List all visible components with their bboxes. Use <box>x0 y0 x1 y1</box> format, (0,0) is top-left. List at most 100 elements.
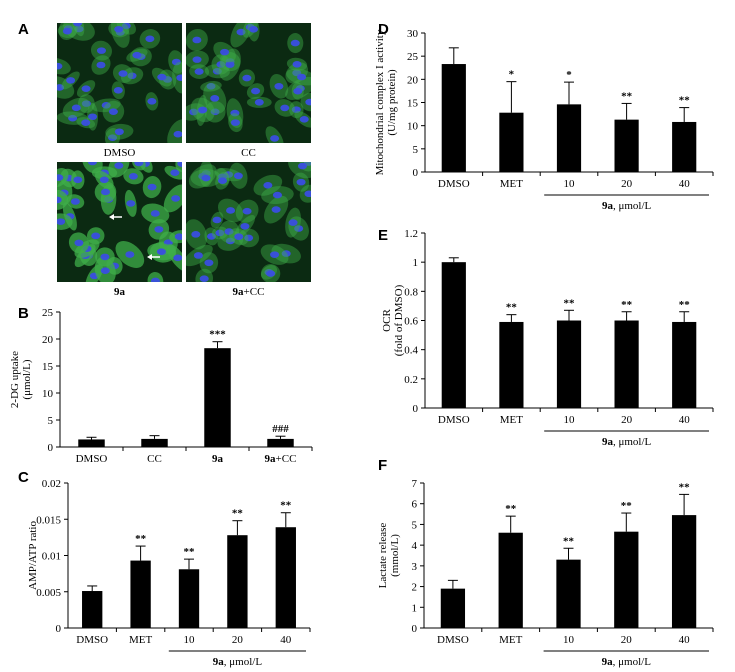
x-category-label: 20 <box>621 178 633 190</box>
y-axis-label: (mmol/L) <box>389 534 401 577</box>
x-category-label: DMSO <box>437 634 469 646</box>
x-category-label: 20 <box>621 634 633 646</box>
y-tick-label: 0.4 <box>404 345 418 357</box>
y-tick-label: 20 <box>42 334 54 346</box>
significance-label: ** <box>621 500 633 512</box>
y-tick-label: 0 <box>412 623 418 635</box>
bar <box>227 535 248 628</box>
chart-panel-b: B 0 5 10 15 20 25 2-DG uptake (μmol/L) DMSO CC 9a **… <box>9 305 313 465</box>
group-label: 9a, μmol/L <box>602 200 652 212</box>
significance-label: ### <box>272 423 289 435</box>
x-category-label: 9a <box>212 453 224 465</box>
micrograph-label: 9a+CC <box>233 286 265 298</box>
bar <box>614 119 639 172</box>
y-tick-label: 2 <box>412 582 418 594</box>
bar <box>440 588 466 628</box>
group-label: 9a, μmol/L <box>602 656 652 668</box>
y-tick-label: 1.2 <box>404 228 418 240</box>
bar <box>556 559 581 628</box>
x-category-label: 10 <box>563 634 575 646</box>
chart-panel-c: C 0 0.005 0.01 0.015 0.02 AMP/ATP ratio DMSO MET… <box>18 469 311 668</box>
micrograph-image <box>57 23 182 143</box>
y-tick-label: 0.015 <box>36 514 61 526</box>
significance-label: ** <box>506 302 518 314</box>
bar <box>671 515 697 628</box>
x-category-label: 40 <box>679 178 691 190</box>
micrograph-image <box>186 162 311 282</box>
micrograph-image <box>57 162 182 282</box>
y-tick-label: 30 <box>407 28 419 40</box>
y-tick-label: 20 <box>407 74 419 86</box>
chart-panel-f: F 0 1 2 3 4 5 6 7 Lactate release (mmol/L) DMSO MET *… <box>377 457 714 668</box>
y-tick-label: 0.02 <box>42 478 61 490</box>
group-label: 9a, μmol/L <box>213 656 263 668</box>
bar <box>499 321 524 408</box>
chart-panel-e: E 0 0.2 0.4 0.6 0.8 1 1.2 OCR (fold of DMSO) DMSO M… <box>378 227 714 448</box>
significance-label: ** <box>679 481 691 493</box>
bar <box>267 438 294 447</box>
x-category-label: 20 <box>621 414 633 426</box>
y-tick-label: 5 <box>413 144 419 156</box>
group-label: 9a, μmol/L <box>602 436 652 448</box>
y-tick-label: 1 <box>412 602 418 614</box>
panel-a-letter: A <box>18 21 29 38</box>
x-category-label: DMSO <box>76 453 108 465</box>
y-tick-label: 10 <box>407 121 419 133</box>
y-tick-label: 4 <box>412 540 418 552</box>
significance-label: ** <box>184 546 196 558</box>
x-category-label: DMSO <box>76 634 108 646</box>
y-tick-label: 7 <box>412 478 418 490</box>
panel-letter: C <box>18 469 29 486</box>
arrow-icon <box>147 254 160 260</box>
panel-letter: F <box>378 457 387 474</box>
x-category-label: DMSO <box>438 414 470 426</box>
x-category-label: 10 <box>184 634 196 646</box>
y-axis-label: 2-DG uptake <box>9 351 21 408</box>
bar <box>672 321 697 408</box>
x-category-label: 9a+CC <box>265 453 297 465</box>
y-tick-label: 0.6 <box>404 316 418 328</box>
bar <box>204 348 231 447</box>
x-category-label: 40 <box>679 634 691 646</box>
bar <box>78 439 105 447</box>
y-tick-label: 6 <box>412 499 418 511</box>
y-tick-label: 0.8 <box>404 286 418 298</box>
y-tick-label: 10 <box>42 388 54 400</box>
bar <box>82 591 103 628</box>
bar <box>498 532 523 628</box>
chart-panel-d: D 0 5 10 15 20 25 30 Mitochondrial complex I act… <box>374 21 714 212</box>
y-tick-label: 3 <box>412 561 418 573</box>
bar <box>672 121 697 172</box>
panel-letter: B <box>18 305 29 322</box>
y-tick-label: 15 <box>42 361 54 373</box>
bar <box>130 560 151 628</box>
y-axis-label: OCR <box>381 309 393 332</box>
panel-letter: D <box>378 21 389 38</box>
y-tick-label: 1 <box>413 257 419 269</box>
micrograph-label: CC <box>241 147 256 159</box>
bar <box>178 569 200 628</box>
y-tick-label: 25 <box>407 51 419 63</box>
y-axis-label: (fold of DMSO) <box>393 284 405 356</box>
x-category-label: 20 <box>232 634 244 646</box>
y-axis-label: Mitochondrial complex I activity <box>374 29 386 175</box>
significance-label: ** <box>563 535 575 547</box>
y-tick-label: 25 <box>42 307 54 319</box>
micrograph-label: DMSO <box>104 147 136 159</box>
y-tick-label: 0.01 <box>42 551 61 563</box>
bar <box>614 320 639 408</box>
significance-label: ** <box>679 299 691 311</box>
y-tick-label: 0 <box>48 442 54 454</box>
x-category-label: CC <box>147 453 162 465</box>
x-category-label: DMSO <box>438 178 470 190</box>
arrow-icon <box>109 214 122 220</box>
x-category-label: MET <box>500 178 524 190</box>
x-category-label: MET <box>129 634 153 646</box>
bar <box>441 262 466 408</box>
y-axis-label: Lactate release <box>377 523 389 589</box>
y-tick-label: 0.2 <box>404 374 418 386</box>
y-tick-label: 0.005 <box>36 587 61 599</box>
y-axis-label: AMP/ATP ratio <box>27 521 39 590</box>
micrograph-image <box>186 23 311 143</box>
